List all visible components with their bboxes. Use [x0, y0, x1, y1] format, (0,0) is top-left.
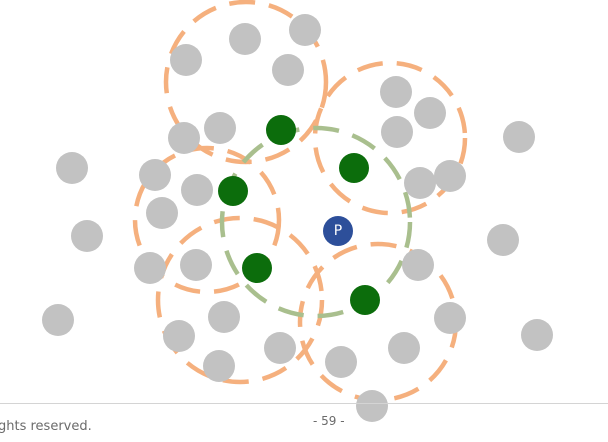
neighbor-range-circle [155, 215, 325, 385]
page-number: - 59 - [313, 414, 345, 428]
data-point [381, 116, 413, 148]
data-point [139, 159, 171, 191]
neighbor-range-circle [132, 145, 282, 295]
data-point [521, 319, 553, 351]
data-point [404, 167, 436, 199]
points: P [42, 14, 553, 422]
data-point [163, 320, 195, 352]
neighbor-point [350, 285, 380, 315]
footer-divider [0, 403, 608, 404]
data-point [170, 44, 202, 76]
data-point [146, 197, 178, 229]
data-point [380, 76, 412, 108]
data-point [434, 302, 466, 334]
data-point [272, 54, 304, 86]
data-point [203, 350, 235, 382]
query-point-label: P [334, 223, 342, 239]
data-point [134, 252, 166, 284]
neighbor-point [339, 153, 369, 183]
query-point: P [323, 216, 353, 246]
data-point [356, 390, 388, 422]
data-point [503, 121, 535, 153]
data-point [402, 249, 434, 281]
data-point [208, 301, 240, 333]
data-point [264, 332, 296, 364]
neighbor-point [218, 176, 248, 206]
neighbor-range-circle [312, 60, 468, 216]
data-point [71, 220, 103, 252]
data-point [414, 97, 446, 129]
neighbor-point [266, 115, 296, 145]
neighbor-point [242, 253, 272, 283]
data-point [325, 346, 357, 378]
data-point [56, 152, 88, 184]
data-point [289, 14, 321, 46]
data-point [434, 160, 466, 192]
data-point [42, 304, 74, 336]
data-point [168, 122, 200, 154]
query-range-circle [219, 125, 413, 319]
data-point [204, 112, 236, 144]
footer-rights-text: ghts reserved. [0, 419, 92, 434]
data-point [181, 174, 213, 206]
query-point-marker [323, 216, 353, 246]
data-point [487, 224, 519, 256]
data-point [388, 332, 420, 364]
data-point [229, 23, 261, 55]
data-point [180, 249, 212, 281]
